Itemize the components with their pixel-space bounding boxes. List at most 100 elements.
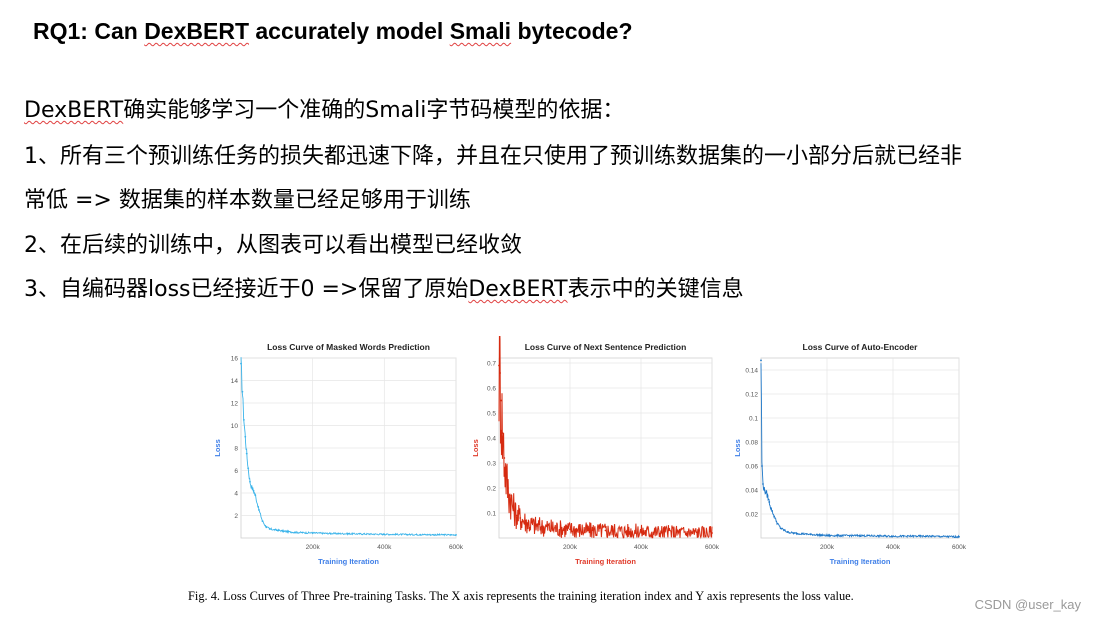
auto-encoder-data-point xyxy=(768,501,771,503)
chart-next-sentence-svg: Loss Curve of Next Sentence Prediction 0.… xyxy=(471,336,720,566)
auto-encoder-data-point xyxy=(773,515,776,518)
masked-words-ytick-label: 16 xyxy=(231,356,239,363)
masked-words-data-point xyxy=(347,532,350,535)
masked-words-ytick-label: 12 xyxy=(231,401,239,408)
masked-words-data-point xyxy=(254,494,257,497)
chart-masked-words-svg: Loss Curve of Masked Words Prediction 2 4 6… xyxy=(213,342,464,566)
masked-words-data-point xyxy=(283,530,285,533)
next-sentence-title: Loss Curve of Next Sentence Prediction xyxy=(525,342,687,352)
masked-words-data-point xyxy=(329,532,332,535)
masked-words-ytick-label: 4 xyxy=(234,491,238,498)
body-line-2: 1、所有三个预训练任务的损失都迅速下降，并且在只使用了预训练数据集的一小部分后就… xyxy=(24,144,963,169)
masked-words-data-point xyxy=(249,480,251,483)
chart-next-sentence: Loss Curve of Next Sentence Prediction 0.… xyxy=(466,336,726,576)
heading-middle: accurately model xyxy=(249,18,450,44)
auto-encoder-data-point xyxy=(770,507,772,509)
next-sentence-ytick-label: 0.6 xyxy=(487,386,496,393)
heading-word-dexbert: DexBERT xyxy=(144,18,249,44)
masked-words-data-point xyxy=(245,452,248,455)
auto-encoder-data-point xyxy=(786,531,789,533)
next-sentence-data-point xyxy=(519,517,522,519)
auto-encoder-data-point xyxy=(793,532,795,535)
next-sentence-data-point xyxy=(711,532,713,534)
masked-words-data-point xyxy=(261,520,264,523)
auto-encoder-xtick-label: 600k xyxy=(952,544,967,551)
masked-words-ytick-label: 2 xyxy=(234,513,238,520)
next-sentence-ytick-label: 0.3 xyxy=(487,461,496,468)
masked-words-xtick-label: 400k xyxy=(377,544,392,551)
masked-words-ytick-label: 14 xyxy=(231,378,239,385)
next-sentence-ytick-label: 0.2 xyxy=(487,486,496,493)
auto-encoder-data-point xyxy=(779,527,782,530)
auto-encoder-data-point xyxy=(925,535,927,538)
next-sentence-data-point xyxy=(503,457,506,459)
masked-words-xtick-label: 600k xyxy=(449,544,464,551)
auto-encoder-data-point xyxy=(766,495,769,497)
masked-words-data-point xyxy=(419,533,422,536)
next-sentence-data-point xyxy=(508,494,511,497)
next-sentence-ytick-label: 0.5 xyxy=(487,411,496,418)
masked-words-data-point xyxy=(244,435,247,438)
next-sentence-data-point xyxy=(498,364,500,367)
line5-post: 表示中的关键信息 xyxy=(567,277,744,302)
auto-encoder-data-point xyxy=(762,483,764,485)
figure-caption: Fig. 4. Loss Curves of Three Pre-trainin… xyxy=(188,589,854,603)
masked-words-data-point xyxy=(242,418,245,421)
auto-encoder-data-point xyxy=(958,535,960,538)
next-sentence-data-point xyxy=(505,474,507,477)
next-sentence-series-line xyxy=(498,336,713,539)
auto-encoder-data-point xyxy=(760,359,762,362)
body-line-3: 常低 => 数据集的样本数量已经足够用于训练 xyxy=(24,188,471,213)
next-sentence-ylabel: Loss xyxy=(471,439,480,457)
next-sentence-xtick-label: 200k xyxy=(563,544,578,551)
heading-suffix: bytecode? xyxy=(511,18,633,44)
auto-encoder-title: Loss Curve of Auto-Encoder xyxy=(803,342,919,352)
next-sentence-data-point xyxy=(551,527,554,529)
masked-words-data-point xyxy=(250,486,253,489)
watermark: CSDN @user_kay xyxy=(974,597,1081,612)
next-sentence-plot-area xyxy=(498,357,713,539)
line1-word: DexBERT xyxy=(24,98,124,123)
page-heading: RQ1: Can DexBERT accurately model Smali … xyxy=(33,18,633,45)
chart-auto-encoder-svg: Loss Curve of Auto-Encoder 0.02 0.04 0.06 0.… xyxy=(733,342,967,566)
masked-words-ylabel: Loss xyxy=(213,439,222,457)
body-line-5: 3、自编码器loss已经接近于0 =>保留了原始DexBERT表示中的关键信息 xyxy=(24,271,744,303)
masked-words-ytick-label: 6 xyxy=(234,468,238,475)
masked-words-data-point xyxy=(241,390,244,393)
next-sentence-data-point xyxy=(500,399,503,402)
masked-words-data-point xyxy=(275,529,278,532)
masked-words-data-point xyxy=(455,533,457,536)
next-sentence-data-point xyxy=(533,524,536,527)
next-sentence-data-point xyxy=(501,432,504,434)
auto-encoder-ylabel: Loss xyxy=(733,439,742,457)
chart-masked-words: Loss Curve of Masked Words Prediction 2 4 6… xyxy=(208,336,468,576)
next-sentence-xlabel: Training Iteration xyxy=(575,557,636,566)
line5-word: DexBERT xyxy=(468,277,568,302)
next-sentence-data-point xyxy=(515,514,518,517)
chart-auto-encoder: Loss Curve of Auto-Encoder 0.02 0.04 0.06 0.… xyxy=(728,336,988,576)
next-sentence-data-point xyxy=(675,531,678,534)
auto-encoder-ytick-label: 0.14 xyxy=(745,368,758,375)
masked-words-title: Loss Curve of Masked Words Prediction xyxy=(267,342,430,352)
masked-words-data-point xyxy=(268,528,271,530)
heading-word-smali: Smali xyxy=(449,18,512,44)
masked-words-data-point xyxy=(311,532,314,534)
auto-encoder-data-point xyxy=(826,534,828,537)
next-sentence-data-point xyxy=(512,507,515,509)
masked-words-xlabel: Training Iteration xyxy=(318,557,379,566)
heading-prefix: RQ1: Can xyxy=(33,18,145,44)
masked-words-data-point xyxy=(247,467,250,470)
next-sentence-xtick-label: 400k xyxy=(634,544,649,551)
auto-encoder-ytick-label: 0.04 xyxy=(745,488,758,495)
auto-encoder-ytick-label: 0.06 xyxy=(745,464,758,471)
next-sentence-data-point xyxy=(569,528,571,531)
auto-encoder-xlabel: Training Iteration xyxy=(830,557,891,566)
auto-encoder-data-point xyxy=(892,535,894,538)
masked-words-data-point xyxy=(265,525,267,528)
masked-words-ytick-label: 10 xyxy=(231,423,239,430)
line5-pre: 3、自编码器loss已经接近于0 =>保留了原始 xyxy=(24,277,469,302)
auto-encoder-ytick-label: 0.12 xyxy=(745,392,758,399)
masked-words-data-point xyxy=(293,531,296,534)
body-line-1: DexBERT确实能够学习一个准确的Smali字节码模型的依据： xyxy=(24,92,624,124)
auto-encoder-ytick-label: 0.08 xyxy=(745,440,758,447)
